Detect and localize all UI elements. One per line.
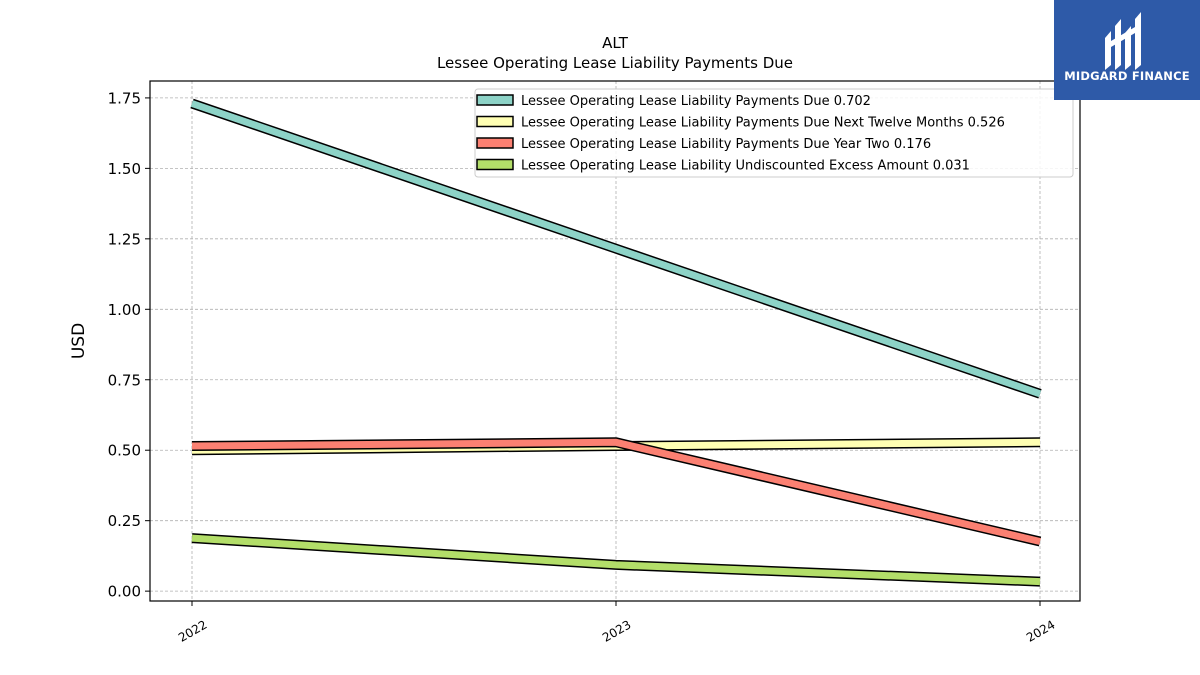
y-tick-label: 0.75 — [108, 371, 141, 389]
legend-box — [474, 88, 1074, 178]
chart-title: ALT — [602, 34, 629, 52]
series-line — [190, 100, 1042, 398]
legend-swatch — [476, 115, 514, 128]
x-tick-label: 2022 — [176, 617, 209, 644]
series-line — [191, 534, 1041, 586]
legend-swatch — [476, 158, 514, 171]
legend: Lessee Operating Lease Liability Payment… — [474, 88, 1074, 178]
y-axis-label: USD — [69, 323, 89, 359]
company-logo: MIDGARD FINANCE — [1054, 0, 1200, 100]
x-tick-label: 2023 — [600, 617, 633, 644]
y-tick-label: 0.25 — [108, 512, 141, 530]
logo-mark-icon — [1105, 12, 1141, 70]
y-tick-label: 0.00 — [108, 583, 141, 601]
x-axis: 2022 2023 2024 — [176, 601, 1058, 645]
plot-frame — [149, 80, 1081, 602]
legend-swatch — [476, 94, 514, 106]
chart-subtitle: Lessee Operating Lease Liability Payment… — [437, 54, 793, 72]
logo-text: MIDGARD FINANCE — [1064, 69, 1190, 83]
y-tick-label: 1.50 — [108, 160, 141, 178]
x-tick-label: 2024 — [1024, 617, 1057, 644]
y-axis: 0.00 0.25 0.50 0.75 1.00 1.25 1.50 1.75 — [108, 89, 150, 601]
series-line — [191, 438, 1041, 545]
legend-label: Lessee Operating Lease Liability Payment… — [521, 116, 1005, 131]
legend-swatch — [476, 137, 514, 149]
legend-label: Lessee Operating Lease Liability Payment… — [521, 137, 931, 152]
legend-label: Lessee Operating Lease Liability Undisco… — [521, 159, 970, 174]
y-tick-label: 0.50 — [108, 442, 141, 460]
y-tick-label: 1.00 — [108, 301, 141, 319]
series-lines — [190, 98, 1042, 587]
y-tick-label: 1.75 — [108, 89, 141, 107]
y-tick-label: 1.25 — [108, 230, 141, 248]
legend-label: Lessee Operating Lease Liability Payment… — [521, 94, 871, 109]
